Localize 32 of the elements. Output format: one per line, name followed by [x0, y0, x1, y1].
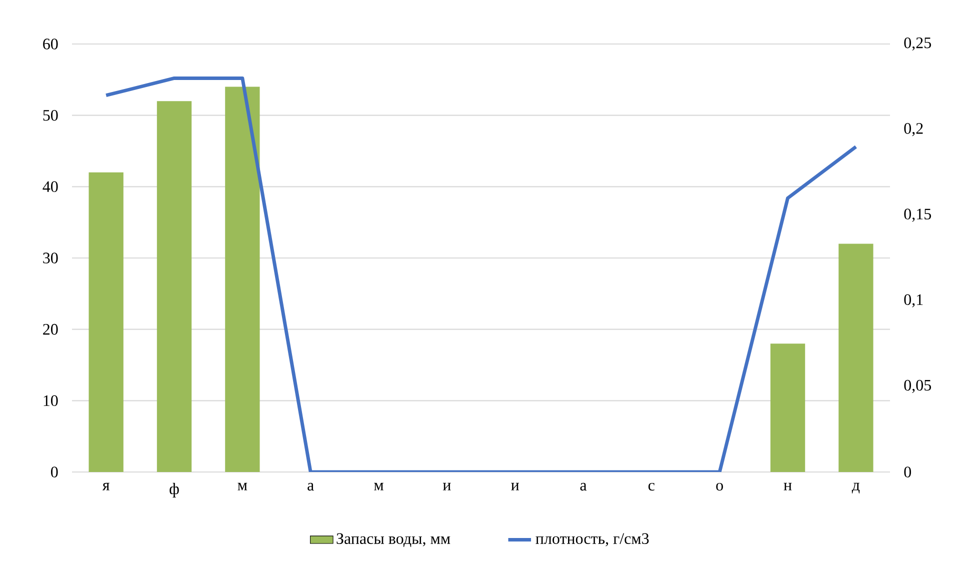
y2-tick-label: 0	[904, 466, 911, 478]
y-tick-label: 20	[43, 324, 58, 335]
x-tick-label: м	[374, 482, 384, 490]
bar	[770, 344, 806, 472]
y2-tick-label: 0,05	[904, 380, 931, 393]
x-tick-label: д	[852, 482, 860, 494]
x-tick-label: с	[648, 482, 654, 491]
x-tick-label: а	[308, 482, 314, 491]
y-tick-label: 30	[43, 252, 58, 264]
x-tick-label: м	[238, 482, 248, 490]
x-tick-label: я	[102, 482, 110, 490]
x-tick-label: а	[580, 482, 587, 491]
y2-tick-label: 0,2	[904, 123, 923, 136]
x-tick-label: н	[784, 482, 792, 490]
y-tick-label: 10	[44, 395, 58, 406]
y-tick-label: 40	[42, 181, 58, 192]
y2-tick-label: 0,15	[904, 208, 931, 222]
x-tick-label: ф	[170, 482, 179, 498]
bar	[225, 86, 260, 472]
y2-tick-label: 0,1	[904, 294, 923, 308]
legend-label: плотность, г/см3	[536, 533, 649, 546]
y-tick-label: 50	[43, 110, 58, 121]
bar	[156, 101, 192, 472]
x-tick-label: о	[716, 482, 723, 491]
y2-tick-label: 0,25	[904, 37, 931, 51]
y-tick-label: 60	[43, 38, 58, 50]
y-tick-label: 0	[51, 466, 58, 478]
legend-label: Запасы воды, мм	[336, 533, 450, 547]
bar	[88, 172, 124, 472]
x-tick-label: и	[442, 482, 451, 490]
x-tick-label: и	[511, 482, 519, 490]
bar	[838, 244, 874, 472]
